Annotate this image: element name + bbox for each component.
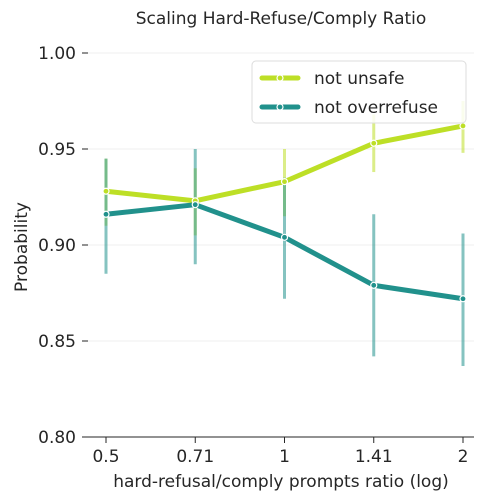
chart-title: Scaling Hard-Refuse/Comply Ratio: [136, 9, 427, 29]
x-tick-label-0: 0.5: [92, 447, 119, 467]
x-tick-label-4: 2: [458, 447, 469, 467]
legend-box: [251, 60, 467, 124]
x-axis: 0.5 0.71 1 1.41 2: [88, 436, 474, 467]
y-axis-label: Probability: [12, 202, 32, 292]
y-tick-label-1: 0.85: [38, 332, 76, 352]
y-tick-label-0: 0.80: [38, 428, 76, 448]
error-bars: [104, 101, 465, 366]
y-tick-label-3: 0.95: [38, 140, 76, 160]
y-tick-label-2: 0.90: [38, 236, 76, 256]
legend-marker-1: [276, 103, 284, 111]
y-axis: 0.80 0.85 0.90 0.95 1.00: [38, 44, 88, 448]
series-points: [102, 122, 467, 303]
x-tick-label-3: 1.41: [355, 447, 393, 467]
data-point-0-3: [370, 139, 378, 147]
data-point-0-4: [459, 122, 467, 130]
x-axis-label: hard-refusal/comply prompts ratio (log): [113, 472, 449, 492]
data-point-0-0: [102, 187, 110, 195]
legend-marker-0: [276, 74, 284, 82]
data-point-1-3: [370, 281, 378, 289]
data-point-1-4: [459, 295, 467, 303]
x-tick-label-1: 0.71: [176, 447, 214, 467]
data-point-1-0: [102, 210, 110, 218]
legend: not unsafe not overrefuse: [251, 60, 467, 124]
legend-label-1: not overrefuse: [314, 98, 438, 118]
y-tick-label-4: 1.00: [38, 44, 76, 64]
data-point-1-2: [280, 233, 289, 241]
legend-label-0: not unsafe: [314, 69, 405, 89]
data-point-0-2: [280, 178, 289, 186]
data-point-1-1: [191, 201, 199, 209]
x-tick-label-2: 1: [279, 447, 290, 467]
